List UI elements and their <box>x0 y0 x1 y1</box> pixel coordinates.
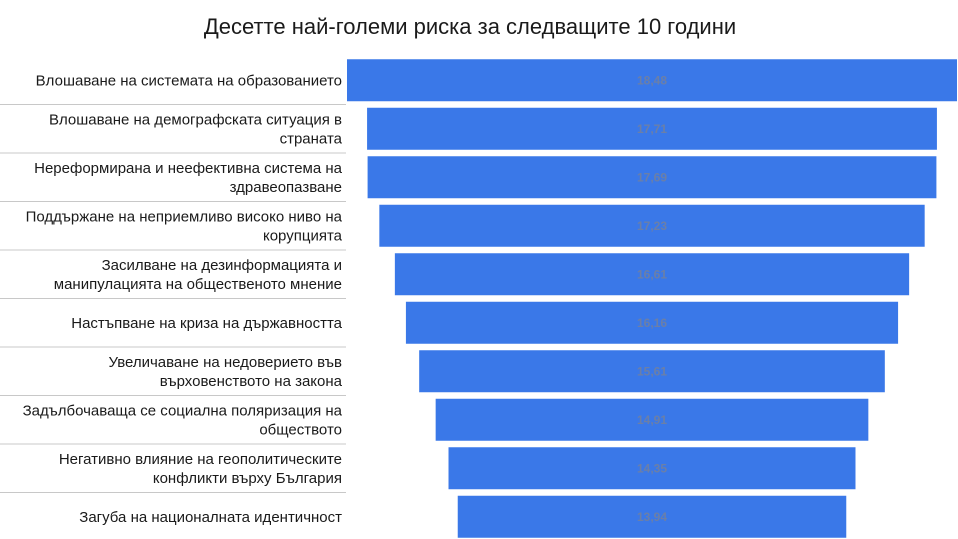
category-label: Поддържане на неприемливо високо ниво на… <box>26 208 343 244</box>
category-label: Нереформирана и неефективна система на зд… <box>34 160 343 196</box>
bar-value-label: 16,61 <box>637 267 667 281</box>
bar-value-label: 14,35 <box>637 461 667 475</box>
bar-value-label: 13,94 <box>637 510 667 524</box>
funnel-bar <box>367 107 937 150</box>
category-label: Негативно влияние на геополитическите кон… <box>59 451 342 487</box>
bar-value-label: 17,69 <box>637 170 667 184</box>
category-label: Задълбочаваща се социална поляризация на… <box>23 402 343 438</box>
funnel-bar <box>435 398 869 441</box>
chart-title: Десетте най-големи риска за следващите 1… <box>204 14 736 39</box>
funnel-bar <box>405 301 899 344</box>
funnel-bar <box>367 156 937 199</box>
category-label: Настъпване на криза на държавността <box>71 315 342 332</box>
funnel-bar <box>419 350 885 393</box>
bar-value-label: 16,16 <box>637 316 667 330</box>
category-label: Засилване на дезинформацията и манипулаци… <box>54 257 342 293</box>
bar-value-label: 17,71 <box>637 122 667 136</box>
funnel-bar <box>379 204 925 247</box>
category-label: Влошаване на системата на образованието <box>36 72 342 89</box>
category-label: Увеличаване на недоверието във върховенст… <box>109 354 343 390</box>
funnel-bar <box>448 447 856 490</box>
funnel-bar <box>457 495 847 538</box>
bar-value-label: 18,48 <box>637 73 667 87</box>
category-label: Загуба на националната идентичност <box>79 509 342 526</box>
category-label: Влошаване на демографската ситуация в стр… <box>49 111 343 147</box>
chart-rows: 18,48 Влошаване на системата на образован… <box>0 59 957 538</box>
funnel-bar <box>347 59 957 102</box>
bar-value-label: 14,91 <box>637 413 667 427</box>
funnel-bar <box>394 253 910 296</box>
bar-value-label: 15,61 <box>637 364 667 378</box>
bar-value-label: 17,23 <box>637 219 667 233</box>
